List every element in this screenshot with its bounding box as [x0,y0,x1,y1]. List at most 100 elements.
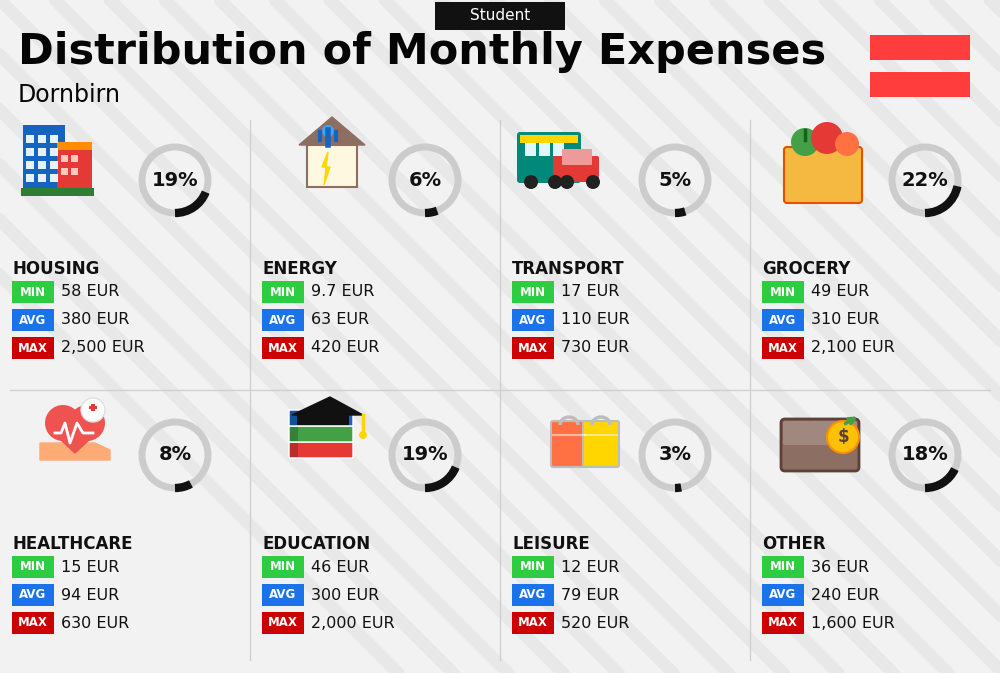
Text: MIN: MIN [20,285,46,299]
FancyBboxPatch shape [50,174,58,182]
FancyBboxPatch shape [525,140,536,156]
Text: MIN: MIN [270,285,296,299]
Text: MAX: MAX [768,616,798,629]
Text: 630 EUR: 630 EUR [61,616,129,631]
FancyBboxPatch shape [551,421,587,467]
FancyBboxPatch shape [21,188,94,196]
Circle shape [322,125,334,137]
FancyBboxPatch shape [517,132,581,183]
FancyBboxPatch shape [520,135,578,143]
Text: MIN: MIN [270,561,296,573]
Text: 310 EUR: 310 EUR [811,312,879,328]
FancyBboxPatch shape [61,168,68,175]
FancyBboxPatch shape [762,556,804,578]
Text: MAX: MAX [18,341,48,355]
FancyBboxPatch shape [262,337,304,359]
Polygon shape [292,397,363,415]
Text: 2,100 EUR: 2,100 EUR [811,341,895,355]
FancyBboxPatch shape [553,156,599,182]
Text: MAX: MAX [768,341,798,355]
Text: 420 EUR: 420 EUR [311,341,379,355]
Text: Dornbirn: Dornbirn [18,83,121,107]
FancyBboxPatch shape [784,147,862,203]
FancyBboxPatch shape [12,612,54,634]
Text: LEISURE: LEISURE [512,535,590,553]
FancyBboxPatch shape [26,161,34,169]
Text: AVG: AVG [769,314,797,326]
Text: 63 EUR: 63 EUR [311,312,369,328]
Text: 520 EUR: 520 EUR [561,616,629,631]
FancyBboxPatch shape [26,174,34,182]
FancyBboxPatch shape [290,443,298,457]
Text: 17 EUR: 17 EUR [561,285,619,299]
Text: Student: Student [470,9,530,24]
Text: MIN: MIN [20,561,46,573]
Text: 94 EUR: 94 EUR [61,588,119,602]
Text: AVG: AVG [519,314,547,326]
Text: 12 EUR: 12 EUR [561,559,619,575]
Text: MAX: MAX [18,616,48,629]
Circle shape [69,405,105,441]
Text: 6%: 6% [408,170,442,190]
Text: AVG: AVG [269,588,297,602]
Text: HEALTHCARE: HEALTHCARE [12,535,132,553]
Text: AVG: AVG [19,314,47,326]
FancyBboxPatch shape [262,309,304,331]
Text: 46 EUR: 46 EUR [311,559,369,575]
Text: MIN: MIN [520,561,546,573]
FancyBboxPatch shape [762,584,804,606]
Text: 8%: 8% [158,446,192,464]
FancyBboxPatch shape [762,281,804,303]
FancyBboxPatch shape [553,140,564,156]
Text: 110 EUR: 110 EUR [561,312,630,328]
Circle shape [524,175,538,189]
FancyBboxPatch shape [870,72,970,97]
FancyBboxPatch shape [262,556,304,578]
FancyBboxPatch shape [262,612,304,634]
FancyBboxPatch shape [297,415,349,425]
FancyBboxPatch shape [562,149,592,165]
Text: 240 EUR: 240 EUR [811,588,879,602]
Text: MAX: MAX [268,616,298,629]
Text: AVG: AVG [269,314,297,326]
FancyBboxPatch shape [71,168,78,175]
Text: 2,500 EUR: 2,500 EUR [61,341,145,355]
FancyBboxPatch shape [512,309,554,331]
Text: 49 EUR: 49 EUR [811,285,869,299]
Text: 5%: 5% [658,170,692,190]
Text: MAX: MAX [518,616,548,629]
FancyBboxPatch shape [12,309,54,331]
FancyBboxPatch shape [290,427,298,441]
Text: GROCERY: GROCERY [762,260,850,278]
FancyBboxPatch shape [762,612,804,634]
Text: EDUCATION: EDUCATION [262,535,370,553]
Polygon shape [47,427,103,453]
Text: 58 EUR: 58 EUR [61,285,119,299]
FancyBboxPatch shape [289,442,353,458]
Text: MIN: MIN [770,561,796,573]
Text: AVG: AVG [519,588,547,602]
FancyBboxPatch shape [539,140,550,156]
Polygon shape [40,443,110,460]
Circle shape [791,128,819,156]
Text: 79 EUR: 79 EUR [561,588,619,602]
Polygon shape [299,117,365,145]
Text: 2,000 EUR: 2,000 EUR [311,616,395,631]
FancyBboxPatch shape [512,281,554,303]
Text: 9.7 EUR: 9.7 EUR [311,285,374,299]
Text: AVG: AVG [769,588,797,602]
Circle shape [560,175,574,189]
FancyBboxPatch shape [290,411,298,425]
FancyBboxPatch shape [38,148,46,156]
FancyBboxPatch shape [61,155,68,162]
Text: ENERGY: ENERGY [262,260,337,278]
Circle shape [81,398,105,422]
Circle shape [548,175,562,189]
FancyBboxPatch shape [71,155,78,162]
FancyBboxPatch shape [38,174,46,182]
FancyBboxPatch shape [307,145,357,187]
Text: OTHER: OTHER [762,535,826,553]
Text: TRANSPORT: TRANSPORT [512,260,625,278]
FancyBboxPatch shape [23,125,65,190]
FancyBboxPatch shape [12,281,54,303]
